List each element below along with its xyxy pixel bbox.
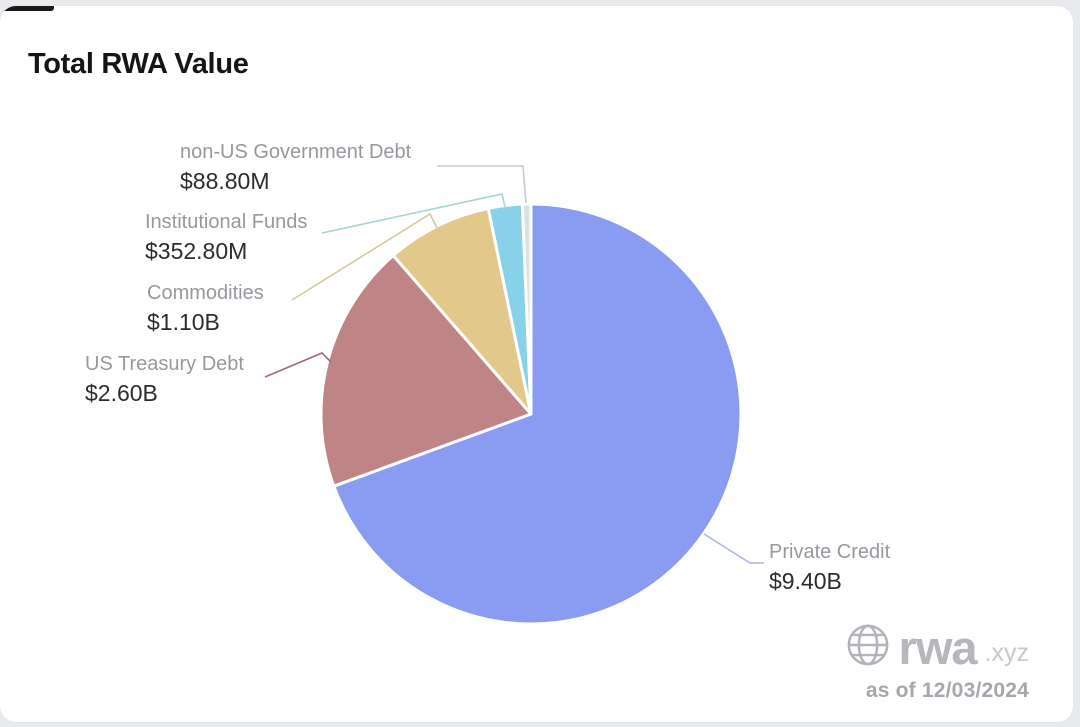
leader-line-institutional-funds <box>321 193 506 234</box>
slice-name: non-US Government Debt <box>180 141 412 163</box>
slice-label-commodities: Commodities $1.10B <box>147 280 264 337</box>
slice-label-institutional-funds: Institutional Funds $352.80M <box>145 209 307 266</box>
slice-label-us-treasury-debt: US Treasury Debt $2.60B <box>85 351 244 408</box>
pie-slice-non-us-government-debt[interactable] <box>520 202 533 416</box>
screenshot-crop-artifact <box>0 6 54 11</box>
as-of-date: as of 12/03/2024 <box>865 679 1029 702</box>
leader-line-non-us-government-debt <box>437 165 527 204</box>
slice-label-private-credit: Private Credit $9.40B <box>769 539 890 596</box>
slice-name: Institutional Funds <box>145 211 308 233</box>
brand-tld: .xyz <box>984 639 1029 667</box>
slice-value: $352.80M <box>145 238 248 264</box>
slice-name: US Treasury Debt <box>85 353 244 375</box>
slice-name: Commodities <box>147 282 264 304</box>
slice-value: $1.10B <box>147 309 220 335</box>
rwa-xyz-watermark: rwa .xyz as of 12/03/2024 <box>845 622 1029 703</box>
page-title: Total RWA Value <box>28 48 249 80</box>
leader-line-commodities <box>291 212 438 301</box>
slice-value: $88.80M <box>180 168 270 194</box>
chart-card: Total RWA Value non-US Government Debt $… <box>0 6 1073 722</box>
slice-name: Private Credit <box>769 541 891 563</box>
brand-wordmark: rwa <box>898 620 978 674</box>
leader-line-private-credit <box>703 533 764 564</box>
pie-slice-private-credit[interactable] <box>332 202 743 626</box>
slice-value: $2.60B <box>85 380 158 406</box>
slice-label-non-us-government-debt: non-US Government Debt $88.80M <box>180 139 411 196</box>
pie-slice-us-treasury-debt[interactable] <box>319 253 533 488</box>
pie-slice-commodities[interactable] <box>391 206 533 416</box>
pie-chart <box>264 165 764 626</box>
slice-value: $9.40B <box>769 568 842 594</box>
globe-icon <box>845 622 891 673</box>
leader-line-us-treasury-debt <box>264 352 332 378</box>
